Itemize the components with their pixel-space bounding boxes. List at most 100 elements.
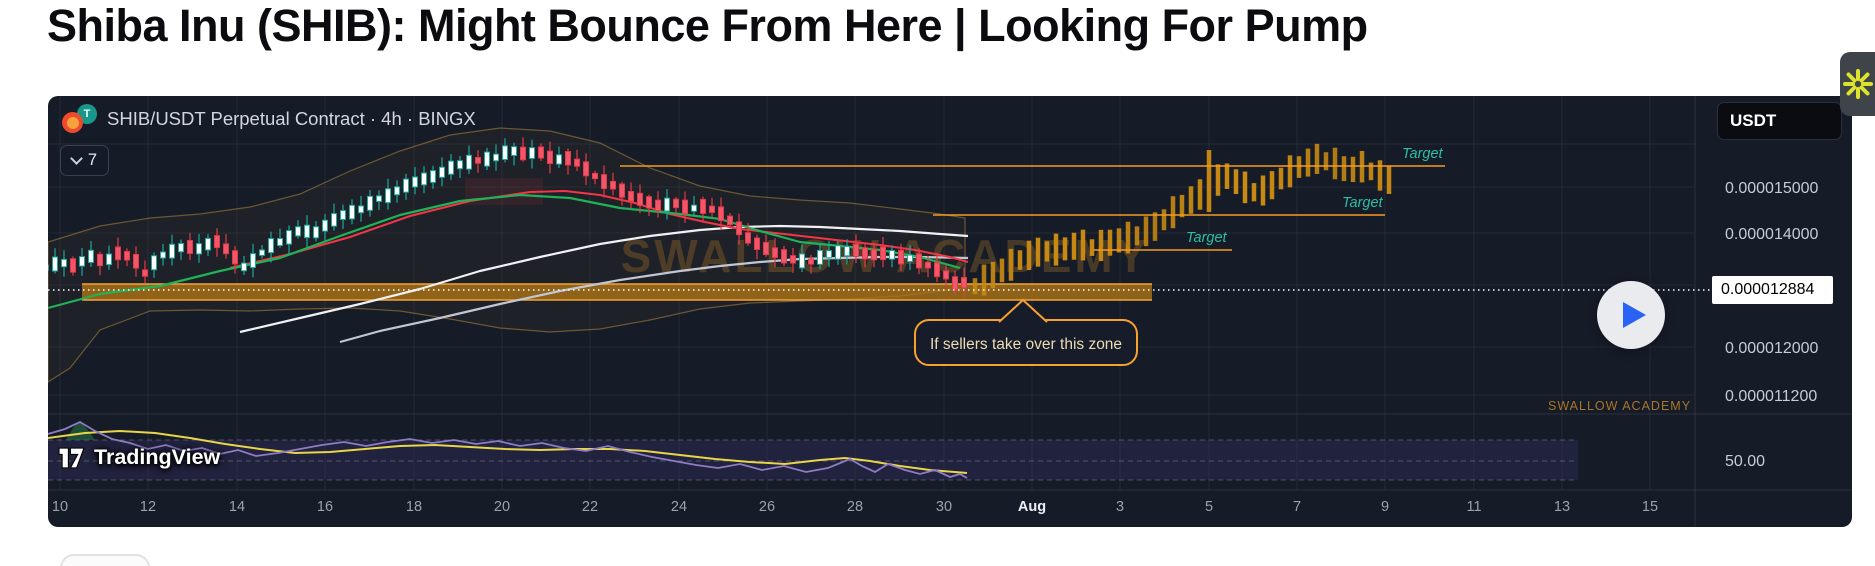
forecast-bar	[1044, 241, 1050, 262]
partial-bottom-button[interactable]	[60, 554, 150, 566]
quote-currency-box[interactable]: USDT	[1717, 102, 1842, 140]
candle	[223, 243, 229, 255]
forecast-bar	[1296, 156, 1302, 178]
forecast-bar	[1152, 212, 1158, 241]
forecast-bar	[1251, 183, 1257, 202]
candles	[48, 137, 967, 298]
candle	[637, 192, 643, 206]
current-price-value: 0.000012884	[1721, 281, 1815, 298]
forecast-bar	[1125, 221, 1131, 254]
play-icon	[1623, 302, 1646, 328]
candle	[889, 250, 895, 260]
candle	[610, 180, 616, 190]
candle	[187, 240, 193, 254]
play-button[interactable]	[1597, 281, 1665, 349]
price-chart-canvas[interactable]: SWALLOW ACADEMY Target Target Target If sell…	[48, 96, 1852, 527]
candle	[106, 253, 112, 266]
candle	[772, 247, 778, 258]
symbol-icon: T	[62, 104, 97, 133]
candle	[502, 145, 508, 160]
forecast-bar	[1323, 152, 1329, 171]
candle	[916, 253, 922, 269]
target-label: Target	[1186, 230, 1228, 246]
target-1[interactable]: Target	[620, 146, 1445, 167]
candle	[286, 230, 292, 245]
target-2[interactable]: Target	[933, 195, 1385, 216]
candle	[241, 262, 247, 272]
candle	[61, 258, 67, 268]
candle	[844, 245, 850, 257]
candle	[871, 248, 877, 261]
candle	[295, 226, 301, 237]
price-axis[interactable]: 0.000015000 0.000014000 0.000012000 0.00001…	[1725, 180, 1819, 470]
candle	[493, 153, 499, 162]
candle	[277, 238, 283, 246]
annotation-callout[interactable]: If sellers take over this zone	[914, 298, 1138, 366]
candle	[529, 147, 535, 159]
candle	[214, 235, 220, 249]
candle	[565, 151, 571, 166]
tradingview-wordmark: TradingView	[94, 445, 221, 469]
candle	[673, 198, 679, 209]
target-3[interactable]: Target	[1094, 230, 1232, 251]
candle	[448, 160, 454, 175]
swallow-academy-label: SWALLOW ACADEMY	[1548, 399, 1691, 413]
candle	[385, 188, 391, 204]
candle	[664, 197, 670, 212]
candle	[484, 151, 490, 167]
forecast-bar	[1224, 163, 1230, 189]
time-axis-label: 24	[671, 499, 687, 515]
forecast-bar	[1134, 226, 1140, 246]
candle	[70, 258, 76, 273]
candle	[556, 154, 562, 165]
candle	[124, 250, 130, 261]
candle	[340, 210, 346, 221]
candle	[961, 277, 967, 289]
candle	[79, 256, 85, 267]
forecast-bar	[1233, 169, 1239, 195]
time-axis-label: 26	[759, 499, 775, 515]
page-title: Shiba Inu (SHIB): Might Bounce From Here…	[47, 0, 1368, 51]
forecast-bar	[1368, 162, 1374, 181]
forecast-bar	[1017, 250, 1023, 270]
site-floating-widget[interactable]	[1840, 52, 1875, 116]
annotation-text: If sellers take over this zone	[930, 336, 1122, 353]
forecast-bar	[999, 258, 1005, 283]
forecast-bar	[1089, 239, 1095, 256]
candle	[745, 232, 751, 244]
chevron-down-icon	[70, 152, 83, 165]
time-axis[interactable]: 10 12 14 16 18 20 22 24 26 28 30 Aug 3 5 7 9 11 13 15	[52, 499, 1658, 515]
candle	[412, 176, 418, 188]
candle	[151, 255, 157, 271]
rsi-line	[48, 420, 968, 479]
candle	[52, 256, 58, 272]
candle	[646, 196, 652, 209]
candle	[97, 253, 103, 267]
time-axis-label: 9	[1381, 499, 1389, 515]
candle	[763, 241, 769, 256]
forecast-bar	[1026, 240, 1032, 271]
time-axis-label: 22	[582, 499, 598, 515]
candle	[601, 174, 607, 190]
candle	[952, 276, 958, 291]
candle	[925, 261, 931, 269]
time-axis-label: 7	[1293, 499, 1301, 515]
tradingview-logo[interactable]: TradingView	[58, 445, 220, 470]
forecast-bar	[1278, 167, 1284, 190]
candle	[934, 262, 940, 278]
candle	[48, 264, 49, 271]
rsi-ma-line	[48, 429, 968, 474]
candle	[394, 186, 400, 196]
forecast-bar	[1107, 229, 1113, 256]
tradingview-chart: SWALLOW ACADEMY Target Target Target If sell…	[48, 96, 1852, 527]
symbol-title[interactable]: SHIB/USDT Perpetual Contract · 4h · BING…	[107, 107, 476, 129]
candle	[313, 226, 319, 239]
forecast-bar	[1035, 237, 1041, 267]
candle	[736, 221, 742, 236]
chart-header: T SHIB/USDT Perpetual Contract · 4h · BI…	[62, 104, 476, 133]
indicators-collapse-button[interactable]: 7	[60, 145, 109, 176]
forecast-bar	[1053, 233, 1059, 266]
candle	[304, 224, 310, 239]
forecast-bar	[1206, 150, 1212, 212]
candle	[583, 161, 589, 177]
